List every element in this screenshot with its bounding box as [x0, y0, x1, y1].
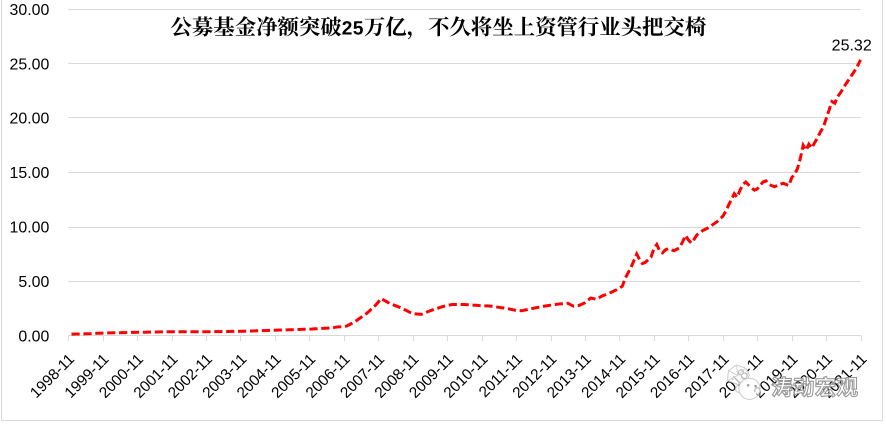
- svg-text:5.00: 5.00: [18, 274, 49, 291]
- svg-text:0.00: 0.00: [18, 329, 49, 346]
- svg-text:20.00: 20.00: [10, 111, 50, 128]
- svg-text:15.00: 15.00: [10, 165, 50, 182]
- svg-text:10.00: 10.00: [10, 220, 50, 237]
- svg-text:25.32: 25.32: [832, 37, 872, 54]
- svg-text:30.00: 30.00: [10, 2, 50, 19]
- svg-text:25.00: 25.00: [10, 56, 50, 73]
